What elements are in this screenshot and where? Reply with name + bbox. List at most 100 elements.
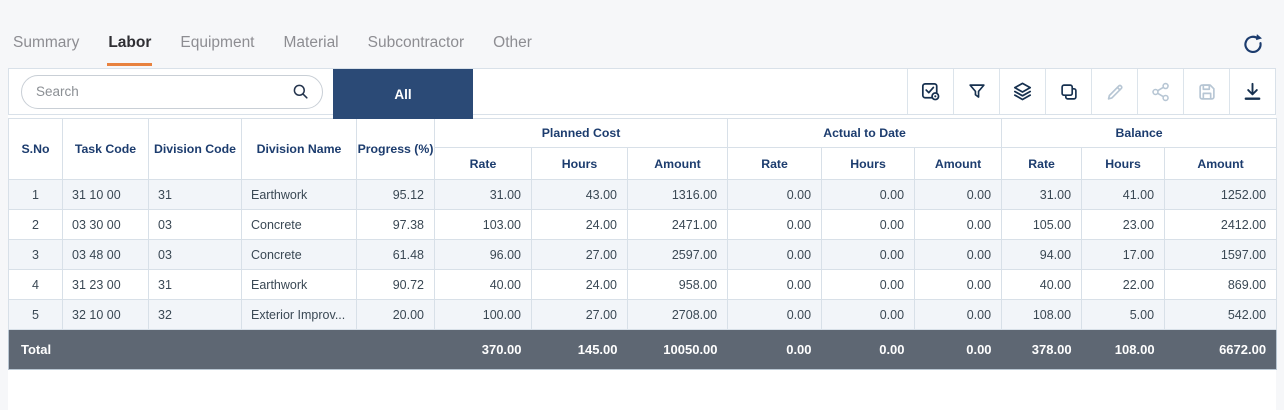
cell-sno: 5 [8,299,63,330]
total-planned-hours: 145.00 [531,329,628,370]
cell-balance-rate: 108.00 [1001,299,1083,330]
cell-planned-hours: 43.00 [531,179,628,210]
edit-icon [1091,69,1137,114]
cell-actual-hours: 0.00 [821,179,916,210]
cell-division-code: 03 [148,209,242,240]
cell-task-code: 31 23 00 [62,269,149,300]
cell-division-name: Earthwork [241,269,357,300]
cell-planned-rate: 31.00 [434,179,532,210]
cell-planned-rate: 40.00 [434,269,532,300]
download-icon[interactable] [1229,69,1275,114]
cell-division-name: Concrete [241,209,357,240]
search-icon[interactable] [291,82,310,101]
column-header[interactable]: Hours [531,147,628,180]
cell-actual-hours: 0.00 [821,269,916,300]
cell-division-code: 03 [148,239,242,270]
total-balance-rate: 378.00 [1001,329,1082,370]
content-card: All [8,68,1278,410]
tab-subcontractor[interactable]: Subcontractor [367,34,465,51]
cell-planned-amount: 2597.00 [626,239,729,270]
total-actual-rate: 0.00 [727,329,822,370]
cell-balance-amount: 1252.00 [1164,179,1278,210]
search-input[interactable] [36,84,291,99]
total-actual-amount: 0.00 [914,329,1002,370]
column-header[interactable]: Hours [821,147,916,180]
column-header[interactable]: Hours [1081,147,1166,180]
cell-division-code: 32 [148,299,242,330]
cell-balance-hours: 41.00 [1081,179,1166,210]
filter-icon[interactable] [953,69,999,114]
select-check-icon[interactable] [907,69,953,114]
tab-labor[interactable]: Labor [107,34,153,66]
column-header[interactable]: Division Code [148,118,242,180]
table-row[interactable]: 1 31 10 00 31 Earthwork 95.12 31.00 43.00 1316.… [8,179,1278,210]
cell-planned-hours: 27.00 [531,299,628,330]
column-header[interactable]: S.No [8,118,63,180]
cell-sno: 4 [8,269,63,300]
table-row[interactable]: 4 31 23 00 31 Earthwork 90.72 40.00 24.00 958.0… [8,269,1278,300]
cell-progress: 90.72 [356,269,435,300]
toolbar: All [8,68,1276,119]
cell-balance-hours: 23.00 [1081,209,1166,240]
column-header[interactable]: Amount [626,147,729,180]
group-header: Planned Cost [433,118,729,148]
cell-balance-rate: 105.00 [1001,209,1083,240]
cell-balance-rate: 40.00 [1001,269,1083,300]
cell-balance-amount: 2412.00 [1164,209,1278,240]
cell-balance-amount: 542.00 [1164,299,1278,330]
column-header[interactable]: Amount [1164,147,1278,180]
cell-actual-amount: 0.00 [914,179,1003,210]
tab-material[interactable]: Material [283,34,339,51]
cell-actual-hours: 0.00 [821,239,916,270]
total-balance-hours: 108.00 [1081,329,1165,370]
column-header[interactable]: Task Code [62,118,149,180]
cell-planned-rate: 96.00 [434,239,532,270]
table-row[interactable]: 5 32 10 00 32 Exterior Improv... 20.00 100.00… [8,299,1278,330]
tab-equipment[interactable]: Equipment [180,34,255,51]
data-grid: S.No Task Code Division Code Division Name P… [8,118,1278,370]
layers-icon[interactable] [999,69,1045,114]
cell-balance-rate: 31.00 [1001,179,1083,210]
cell-planned-hours: 24.00 [531,269,628,300]
column-header[interactable]: Rate [1001,147,1083,180]
column-header[interactable]: Amount [914,147,1003,180]
tab-summary[interactable]: Summary [13,34,80,51]
cell-division-code: 31 [148,269,242,300]
cell-actual-rate: 0.00 [727,299,823,330]
cell-actual-rate: 0.00 [727,269,823,300]
table-row[interactable]: 2 03 30 00 03 Concrete 97.38 103.00 24.00 2471.… [8,209,1278,240]
cell-task-code: 31 10 00 [62,179,149,210]
cell-planned-hours: 27.00 [531,239,628,270]
cell-actual-hours: 0.00 [821,299,916,330]
table-row[interactable]: 3 03 48 00 03 Concrete 61.48 96.00 27.00 2597.0… [8,239,1278,270]
tab-other[interactable]: Other [493,34,532,51]
cell-balance-amount: 1597.00 [1164,239,1278,270]
column-header[interactable]: Progress (%) [356,118,435,180]
column-header[interactable]: Division Name [241,118,357,180]
cell-progress: 20.00 [356,299,435,330]
cell-actual-rate: 0.00 [727,179,823,210]
cell-planned-amount: 958.00 [626,269,729,300]
cell-balance-rate: 94.00 [1001,239,1083,270]
cell-actual-amount: 0.00 [914,209,1003,240]
cell-balance-hours: 17.00 [1081,239,1166,270]
cell-sno: 2 [8,209,63,240]
all-filter-button[interactable]: All [333,69,473,119]
cell-sno: 1 [8,179,63,210]
cell-actual-rate: 0.00 [727,239,823,270]
total-planned-rate: 370.00 [434,329,532,370]
group-header: Balance [1001,118,1278,148]
column-header[interactable]: Rate [434,147,532,180]
cell-balance-hours: 22.00 [1081,269,1166,300]
column-header[interactable]: Rate [727,147,823,180]
copy-icon[interactable] [1045,69,1091,114]
cell-sno: 3 [8,239,63,270]
total-row: Total 370.00 145.00 10050.00 0.00 0.00 0.00 378… [8,329,1277,370]
cell-actual-hours: 0.00 [821,209,916,240]
total-balance-amount: 6672.00 [1164,329,1277,370]
cell-actual-amount: 0.00 [914,239,1003,270]
cell-actual-rate: 0.00 [727,209,823,240]
cell-balance-hours: 5.00 [1081,299,1166,330]
cell-progress: 97.38 [356,209,435,240]
refresh-icon[interactable] [1240,31,1266,57]
